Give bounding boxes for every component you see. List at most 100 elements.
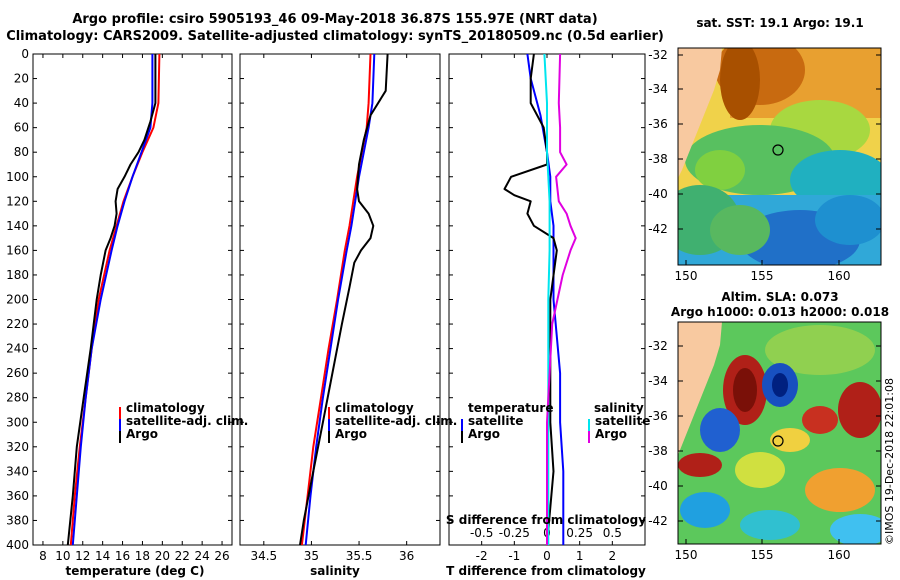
map-lat-label: -36 xyxy=(648,117,668,131)
map-lat-label: -42 xyxy=(648,222,668,236)
temperature-legend: climatology satellite-adj. clim. Argo xyxy=(119,401,248,443)
plot-frame xyxy=(32,53,233,546)
s-tick-label: -0.25 xyxy=(499,526,530,540)
y-tick-label: 360 xyxy=(6,489,29,503)
sla-land xyxy=(678,322,722,455)
x-tick-label: 16 xyxy=(115,549,130,563)
series-line-argo xyxy=(299,53,389,546)
series-line-satellite-adj-clim- xyxy=(71,54,154,546)
panel-differences: -2 -1 0 1 2-0.5 -0.25 0 0.25 0.5 xyxy=(448,53,646,563)
x-tick-label: 12 xyxy=(75,549,90,563)
y-tick-label: 340 xyxy=(6,464,29,478)
legend-label-argo: Argo xyxy=(335,427,367,441)
y-tick-label: 280 xyxy=(6,391,29,405)
y-tick-label: 380 xyxy=(6,513,29,527)
y-tick-label: 180 xyxy=(6,268,29,282)
x-tick-label: 24 xyxy=(195,549,210,563)
sst-map-ticks: -32 -34 -36 -38 -40 -42 150 155 160 xyxy=(648,48,881,283)
y-tick-label: 80 xyxy=(14,145,29,159)
legend-label-s-satellite: satellite xyxy=(595,414,650,428)
profile-panels: 0204060801001201401601802002202402602803… xyxy=(6,47,646,563)
plot-frame xyxy=(239,53,441,546)
y-tick-label: 320 xyxy=(6,440,29,454)
map-lon-label: 150 xyxy=(675,548,698,562)
legend-label-argo: Argo xyxy=(126,427,158,441)
map-lon-label: 160 xyxy=(828,548,851,562)
map-lat-label: -34 xyxy=(648,374,668,388)
x-tick-label: 22 xyxy=(175,549,190,563)
map-lat-label: -40 xyxy=(648,479,668,493)
sst-map-frame xyxy=(677,47,882,266)
x-tick-label: 34.5 xyxy=(250,549,277,563)
legend-label-t-satellite: satellite xyxy=(468,414,523,428)
y-tick-label: 220 xyxy=(6,317,29,331)
y-tick-label: 260 xyxy=(6,366,29,380)
map-lon-label: 160 xyxy=(828,269,851,283)
map-lat-label: -32 xyxy=(648,339,668,353)
sla-map-title-line1: Altim. SLA: 0.073 xyxy=(721,290,839,304)
y-tick-label: 300 xyxy=(6,415,29,429)
x-tick-label: 35.5 xyxy=(346,549,373,563)
y-tick-label: 200 xyxy=(6,293,29,307)
salinity-xlabel: salinity xyxy=(310,564,360,578)
legend-title-salinity: salinity xyxy=(594,401,644,415)
legend-label-satellite: satellite-adj. clim. xyxy=(335,414,457,428)
sla-map-frame xyxy=(677,321,882,545)
x-tick-label: -2 xyxy=(476,549,488,563)
x-tick-label: 10 xyxy=(55,549,70,563)
legend-label-satellite: satellite-adj. clim. xyxy=(126,414,248,428)
legend-label-s-argo: Argo xyxy=(595,427,627,441)
figure-title-line1: Argo profile: csiro 5905193_46 09-May-20… xyxy=(72,12,598,27)
series-line-s-argo xyxy=(546,53,577,545)
map-lat-label: -38 xyxy=(648,152,668,166)
x-tick-label: 18 xyxy=(135,549,150,563)
s-tick-label: -0.5 xyxy=(470,526,493,540)
sla-map xyxy=(678,322,881,544)
legend-label-climatology: climatology xyxy=(126,401,205,415)
x-tick-label: 8 xyxy=(39,549,47,563)
series-line-s-satellite xyxy=(543,53,551,545)
panel-salinity: 34.5 35 35.5 36 xyxy=(239,53,441,563)
y-tick-label: 100 xyxy=(6,170,29,184)
sst-land xyxy=(678,48,722,178)
y-tick-label: 20 xyxy=(14,72,29,86)
map-lat-label: -32 xyxy=(648,48,668,62)
y-tick-label: 240 xyxy=(6,342,29,356)
difference-legend: temperature satellite Argo salinity sate… xyxy=(461,401,650,443)
t-diff-xlabel: T difference from climatology xyxy=(446,564,646,578)
y-tick-label: 60 xyxy=(14,121,29,135)
panel-temperature: 0 20 40 60 80 100 120 140 160 180 200 220 240 260 280 3… xyxy=(6,47,233,563)
y-tick-label: 0 xyxy=(21,47,29,61)
y-tick-label: 140 xyxy=(6,219,29,233)
sst-map-title: sat. SST: 19.1 Argo: 19.1 xyxy=(696,16,864,30)
x-tick-label: 1 xyxy=(576,549,584,563)
map-lat-label: -42 xyxy=(648,514,668,528)
legend-label-t-argo: Argo xyxy=(468,427,500,441)
x-tick-label: 35 xyxy=(304,549,319,563)
s-diff-xlabel: S difference from climatology xyxy=(446,513,646,527)
y-tick-label: 120 xyxy=(6,194,29,208)
imos-timestamp: ©IMOS 19-Dec-2018 22:01:08 xyxy=(883,378,896,545)
salinity-legend: climatology satellite-adj. clim. Argo xyxy=(328,401,457,443)
series-line-t-satellite xyxy=(526,53,565,545)
y-tick-label: 400 xyxy=(6,538,29,552)
map-lat-label: -40 xyxy=(648,187,668,201)
x-tick-label: 0 xyxy=(543,549,551,563)
legend-title-temperature: temperature xyxy=(468,401,553,415)
x-tick-label: 36 xyxy=(399,549,414,563)
x-tick-label: -1 xyxy=(508,549,520,563)
x-tick-label: 2 xyxy=(609,549,617,563)
y-tick-label: 160 xyxy=(6,243,29,257)
map-lat-label: -36 xyxy=(648,409,668,423)
map-lon-label: 155 xyxy=(751,548,774,562)
y-tick-label: 40 xyxy=(14,96,29,110)
sla-argo-marker xyxy=(772,435,784,447)
series-line-argo xyxy=(66,54,157,546)
sla-map-ticks: -32 -34 -36 -38 -40 -42 150 155 160 xyxy=(648,339,881,562)
map-lon-label: 150 xyxy=(675,269,698,283)
figure-title-line2: Climatology: CARS2009. Satellite-adjuste… xyxy=(6,29,664,44)
x-tick-label: 26 xyxy=(214,549,229,563)
sst-argo-marker xyxy=(772,144,784,156)
series-line-satellite-adj-clim- xyxy=(304,53,376,546)
